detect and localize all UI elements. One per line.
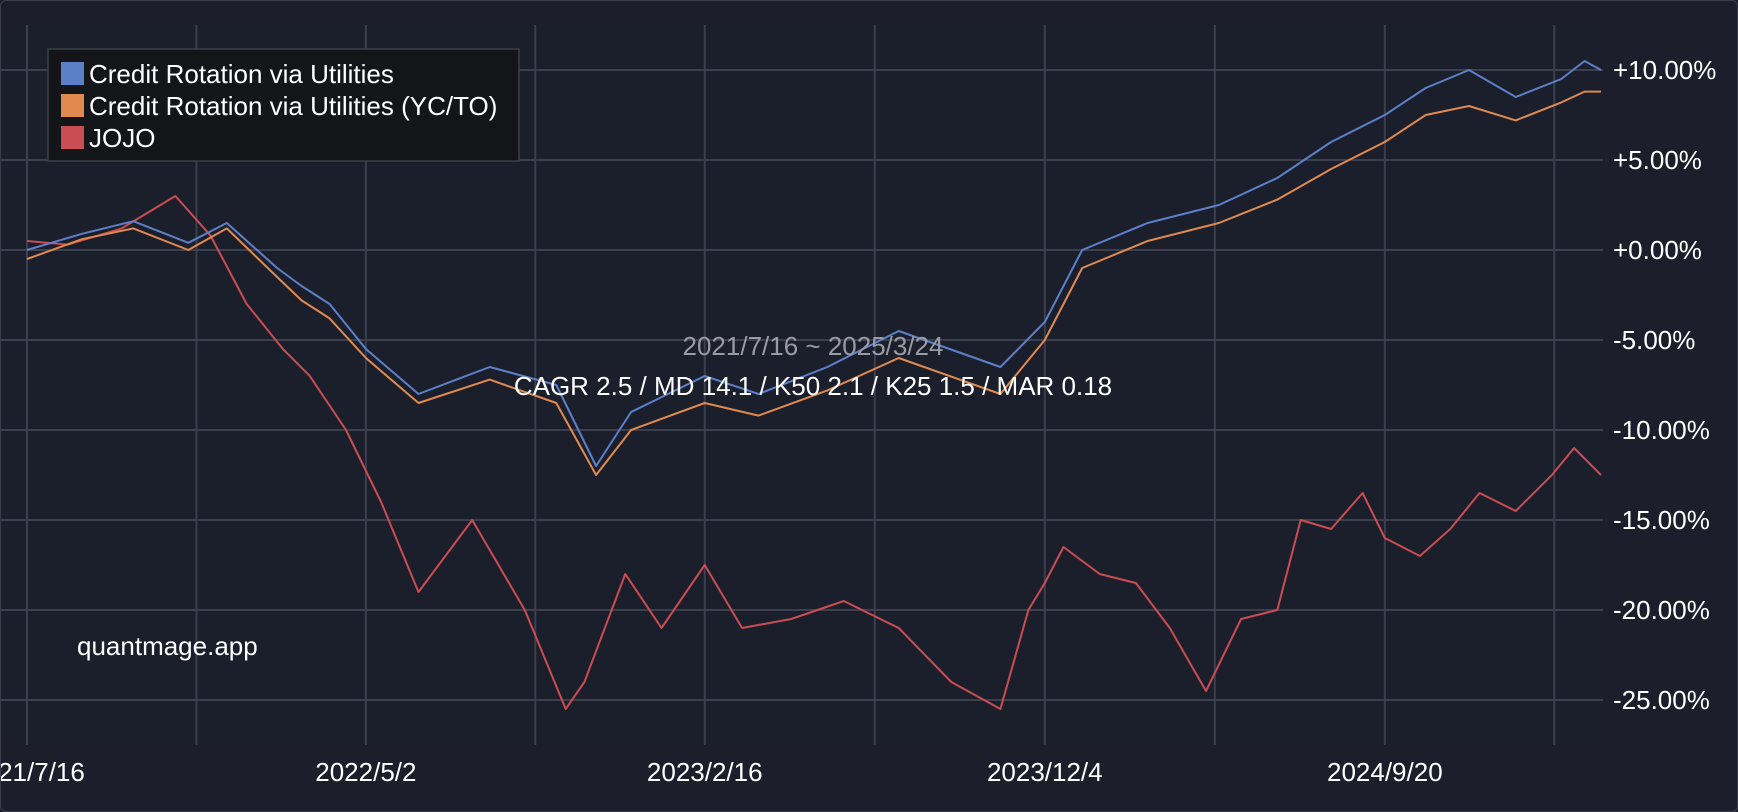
watermark: quantmage.app (77, 631, 258, 661)
period-annotation: 2021/7/16 ~ 2025/3/24 (683, 331, 944, 361)
legend-swatch-credit-rotation (61, 62, 84, 85)
x-tick-label: 2022/5/2 (315, 757, 416, 787)
y-tick-label: +10.00% (1613, 55, 1716, 85)
legend-box (47, 48, 520, 162)
series-line-credit-rotation-via-utilities-yc-to (26, 90, 1601, 476)
x-tick-label: 2023/12/4 (987, 757, 1103, 787)
legend: Credit Rotation via Utilities Credit Rot… (47, 48, 520, 162)
y-tick-labels: +10.00% +5.00% +0.00% -5.00% -10.00% -15.00% -… (1613, 55, 1716, 715)
legend-label-credit-rotation-yc-to: Credit Rotation via Utilities (YC/TO) (89, 91, 497, 121)
y-tick-label: +5.00% (1613, 145, 1702, 175)
x-tick-labels: 2021/7/16 2022/5/2 2023/2/16 2023/12/4 2024/… (1, 757, 1443, 787)
x-tick-label: 2024/9/20 (1327, 757, 1443, 787)
y-tick-label: -25.00% (1613, 685, 1710, 715)
grid (1, 25, 1603, 745)
series-lines (26, 60, 1602, 710)
x-tick-label: 2021/7/16 (1, 757, 85, 787)
y-tick-label: -10.00% (1613, 415, 1710, 445)
y-tick-label: -20.00% (1613, 595, 1710, 625)
legend-label-jojo: JOJO (89, 123, 155, 153)
stats-annotation: CAGR 2.5 / MD 14.1 / K50 2.1 / K25 1.5 /… (514, 371, 1112, 401)
y-tick-label: -15.00% (1613, 505, 1710, 535)
series-line-jojo (26, 195, 1602, 710)
legend-label-credit-rotation: Credit Rotation via Utilities (89, 59, 394, 89)
legend-swatch-credit-rotation-yc-to (61, 94, 84, 117)
y-tick-label: +0.00% (1613, 235, 1702, 265)
y-tick-label: -5.00% (1613, 325, 1695, 355)
legend-swatch-jojo (61, 126, 84, 149)
x-tick-label: 2023/2/16 (647, 757, 763, 787)
series-line-credit-rotation-via-utilities (26, 60, 1602, 467)
